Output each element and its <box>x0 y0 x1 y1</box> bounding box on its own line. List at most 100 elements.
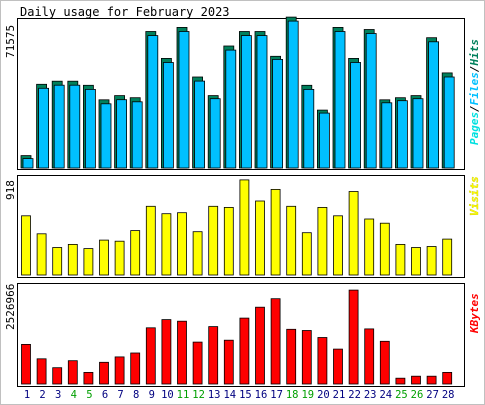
kbytes-bar <box>192 341 203 385</box>
visits-bar <box>208 205 219 276</box>
legend-pages: Pages <box>468 112 481 145</box>
day-label: 3 <box>55 389 61 401</box>
kbytes-bar <box>161 319 172 385</box>
day-label: 18 <box>286 389 299 401</box>
legend-separator: / <box>468 66 481 73</box>
files-bar <box>287 20 299 169</box>
kbytes-bar <box>286 328 297 385</box>
day-label: 19 <box>301 389 314 401</box>
y-max-label-visits: 918 <box>4 180 17 200</box>
visits-bar <box>223 206 234 276</box>
kbytes-bar <box>348 289 359 385</box>
visits-bar <box>99 239 109 276</box>
files-bar <box>85 89 96 169</box>
day-label: 27 <box>426 389 439 401</box>
visits-bar <box>177 212 187 276</box>
kbytes-bar <box>333 348 343 385</box>
day-label: 10 <box>161 389 174 401</box>
bars-kbytes-panel <box>21 289 453 385</box>
visits-bar <box>83 248 94 276</box>
files-bar <box>334 31 346 169</box>
files-bar <box>131 101 143 169</box>
visits-bar <box>317 206 328 276</box>
kbytes-bar <box>239 317 250 385</box>
files-bar <box>38 87 49 169</box>
chart-title: Daily usage for February 2023 <box>20 5 230 19</box>
day-label: 8 <box>133 389 139 401</box>
day-label: 12 <box>192 389 205 401</box>
visits-bar <box>364 218 375 276</box>
kbytes-bar <box>145 327 156 385</box>
legend-kbytes: KBytes <box>468 293 481 334</box>
day-label: 24 <box>379 389 392 401</box>
kbytes-bar <box>223 339 234 385</box>
visits-bar <box>379 222 390 276</box>
visits-bar <box>395 243 406 276</box>
kbytes-bar <box>301 330 312 385</box>
day-label: 5 <box>86 389 92 401</box>
day-label: 2 <box>39 389 45 401</box>
files-bar <box>194 80 206 169</box>
kbytes-bar <box>83 371 94 385</box>
day-label: 7 <box>117 389 123 401</box>
visits-bar <box>301 232 312 276</box>
visits-bar <box>255 200 265 276</box>
files-bar <box>162 62 174 169</box>
visits-bar <box>286 205 297 276</box>
files-bar <box>396 100 408 169</box>
files-bar <box>428 41 440 169</box>
visits-bar <box>426 246 437 276</box>
visits-bar <box>442 238 453 276</box>
files-bar <box>350 62 362 169</box>
kbytes-bar <box>130 352 141 385</box>
kbytes-bar <box>364 328 375 385</box>
visits-bar <box>333 215 343 276</box>
files-bar <box>53 84 65 169</box>
bars-hits-panel <box>20 16 455 169</box>
kbytes-bar <box>21 343 31 385</box>
day-label: 1 <box>24 389 30 401</box>
visits-bar <box>348 191 359 276</box>
files-bar <box>22 158 34 169</box>
files-bar <box>412 98 424 169</box>
visits-bar <box>411 247 421 276</box>
visits-bar <box>270 188 281 276</box>
files-bar <box>69 84 81 169</box>
visits-bar <box>52 247 63 276</box>
kbytes-bar <box>379 340 390 385</box>
day-label: 9 <box>149 389 155 401</box>
day-label: 11 <box>177 389 190 401</box>
kbytes-bar <box>177 320 187 385</box>
day-label: 14 <box>223 389 236 401</box>
day-label: 23 <box>364 389 377 401</box>
visits-bar <box>239 179 250 276</box>
kbytes-bar <box>411 375 421 385</box>
kbytes-bar <box>426 375 437 385</box>
visits-bar <box>36 233 47 276</box>
files-bar <box>225 49 237 169</box>
visits-bar <box>145 205 156 276</box>
day-label: 25 <box>395 389 408 401</box>
day-label: 17 <box>270 389 283 401</box>
files-bar <box>240 35 252 169</box>
day-label: 15 <box>239 389 252 401</box>
files-bar <box>100 103 112 169</box>
day-label: 16 <box>255 389 268 401</box>
day-label: 6 <box>102 389 108 401</box>
files-bar <box>318 112 330 169</box>
files-bar <box>178 31 190 169</box>
day-label: 28 <box>442 389 455 401</box>
visits-bar <box>161 213 172 276</box>
visits-bar <box>67 243 78 276</box>
day-label: 13 <box>208 389 221 401</box>
kbytes-bar <box>99 361 109 385</box>
files-bar <box>381 102 393 169</box>
y-max-label-hits: 71575 <box>4 25 17 58</box>
kbytes-bar <box>36 358 47 385</box>
day-labels: 1 2 3 4 5 6 7 8 9 10 11 12 13 14 15 16 17 18 19 20 21 22 23 24 2… <box>24 389 455 401</box>
bars-visits-panel <box>21 179 453 276</box>
legend-files: Files <box>468 72 481 105</box>
files-bar <box>272 59 284 169</box>
day-label: 26 <box>411 389 424 401</box>
